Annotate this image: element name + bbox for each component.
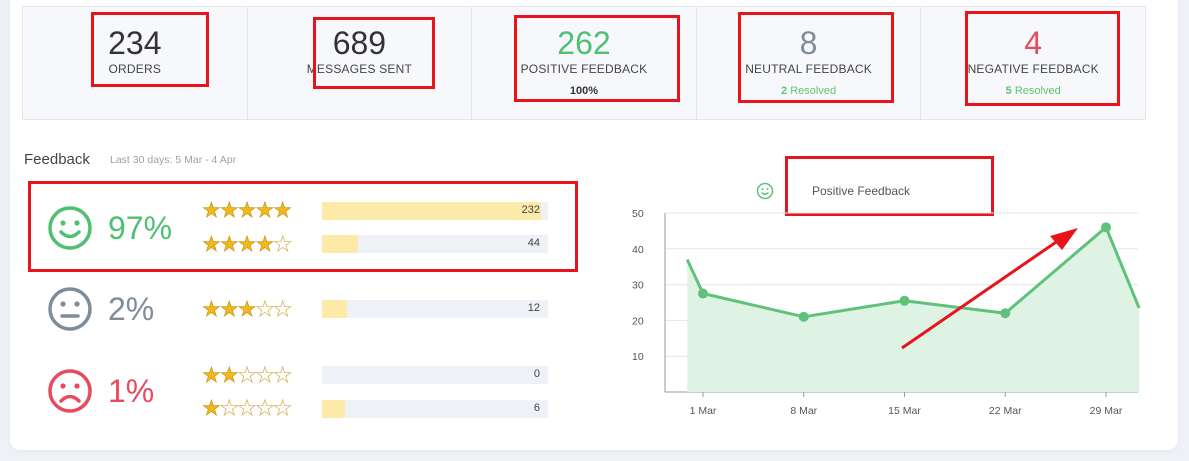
stat-sub: 5 Resolved	[921, 85, 1145, 97]
y-tick-label: 10	[632, 351, 644, 363]
rating-stars-3: ★★★★★	[202, 298, 293, 321]
stat-label: NEUTRAL FEEDBACK	[745, 62, 872, 76]
stat-value: 8	[799, 25, 818, 61]
resolved-label: Resolved	[1014, 85, 1061, 97]
resolved-label: Resolved	[790, 85, 837, 97]
highlight-box-neutral	[738, 12, 894, 103]
stat-messages-sent[interactable]: 689 MESSAGES SENT	[248, 7, 473, 119]
stat-value: 234	[108, 25, 162, 61]
highlight-box-top-ratings	[28, 181, 578, 272]
rating-count: 12	[527, 302, 540, 314]
x-tick-label: 15 Mar	[888, 405, 921, 417]
stat-neutral-feedback[interactable]: 8 NEUTRAL FEEDBACK 2 Resolved	[697, 7, 922, 119]
data-point[interactable]	[1101, 222, 1111, 233]
highlight-box-negative	[965, 11, 1120, 106]
rating-bar-1[interactable]: 6	[322, 400, 548, 418]
chart-legend[interactable]: Positive Feedback	[756, 182, 911, 200]
rating-count: 232	[521, 204, 540, 216]
data-point[interactable]	[1000, 308, 1011, 319]
x-tick-label: 29 Mar	[1090, 405, 1123, 417]
stat-label: POSITIVE FEEDBACK	[520, 62, 648, 76]
stat-sub: 100%	[569, 85, 599, 97]
stat-label: MESSAGES SENT	[306, 62, 413, 76]
x-tick-label: 1 Mar	[690, 405, 717, 417]
neutral-face-icon	[48, 287, 92, 331]
x-tick-label: 22 Mar	[989, 405, 1022, 417]
rating-bar-2[interactable]: 0	[322, 366, 548, 384]
rating-count: 0	[533, 368, 540, 380]
resolved-count: 2	[781, 85, 788, 97]
rating-count: 44	[527, 237, 540, 249]
stat-positive-feedback[interactable]: 262 POSITIVE FEEDBACK 100%	[472, 7, 697, 119]
highlight-box-orders	[91, 12, 209, 87]
rating-stars-1: ★★★★★	[202, 397, 293, 420]
rating-bar-fill	[322, 202, 542, 220]
annotation-arrow	[901, 228, 1078, 350]
positive-feedback-chart: 50 40 30 20 10 1 Mar 8 Mar 15 Mar 22 Mar 29 Mar	[632, 208, 1141, 417]
stat-label: ORDERS	[108, 62, 162, 76]
feedback-title: Feedback	[24, 151, 90, 168]
stat-value: 4	[1024, 25, 1043, 61]
rating-stars-4: ★★★★★	[202, 233, 293, 256]
stat-label: NEGATIVE FEEDBACK	[967, 62, 1099, 76]
rating-stars-2: ★★★★★	[202, 364, 293, 387]
sad-face-icon	[48, 369, 92, 413]
highlight-box-positive	[514, 15, 680, 102]
chart-area	[687, 227, 1140, 392]
data-point[interactable]	[798, 311, 809, 322]
data-point[interactable]	[899, 295, 910, 306]
stat-sub: 2 Resolved	[697, 85, 921, 97]
rating-bar-4[interactable]: 44	[322, 235, 548, 253]
negative-percent: 1%	[108, 373, 155, 409]
rating-count: 6	[533, 402, 540, 414]
stat-negative-feedback[interactable]: 4 NEGATIVE FEEDBACK 5 Resolved	[921, 7, 1145, 119]
positive-percent: 97%	[108, 210, 173, 246]
y-tick-label: 30	[632, 280, 644, 292]
stat-value: 262	[557, 25, 611, 61]
y-tick-label: 40	[632, 244, 644, 256]
stat-orders[interactable]: 234 ORDERS	[23, 7, 248, 119]
legend-label: Positive Feedback	[812, 184, 911, 198]
rating-bar-5[interactable]: 232	[322, 202, 548, 220]
stat-value: 689	[332, 25, 387, 61]
neutral-percent: 2%	[108, 291, 155, 327]
rating-bar-3[interactable]: 12	[322, 300, 548, 318]
rating-bar-fill	[322, 235, 359, 253]
happy-face-icon	[48, 206, 92, 250]
rating-bar-fill	[322, 300, 347, 318]
rating-bar-fill	[322, 400, 345, 418]
stats-strip: 234 ORDERS 689 MESSAGES SENT 262 POSITIV…	[22, 6, 1146, 120]
data-point[interactable]	[698, 288, 708, 299]
feedback-period: Last 30 days: 5 Mar - 4 Apr	[110, 154, 237, 166]
y-tick-label: 20	[632, 315, 644, 327]
highlight-box-legend	[785, 156, 994, 216]
rating-stars-5: ★★★★★	[202, 199, 293, 222]
highlight-box-messages	[313, 17, 435, 89]
smile-icon	[756, 182, 774, 200]
resolved-count: 5	[1005, 85, 1012, 97]
y-tick-label: 50	[632, 208, 644, 220]
x-tick-label: 8 Mar	[790, 405, 817, 417]
